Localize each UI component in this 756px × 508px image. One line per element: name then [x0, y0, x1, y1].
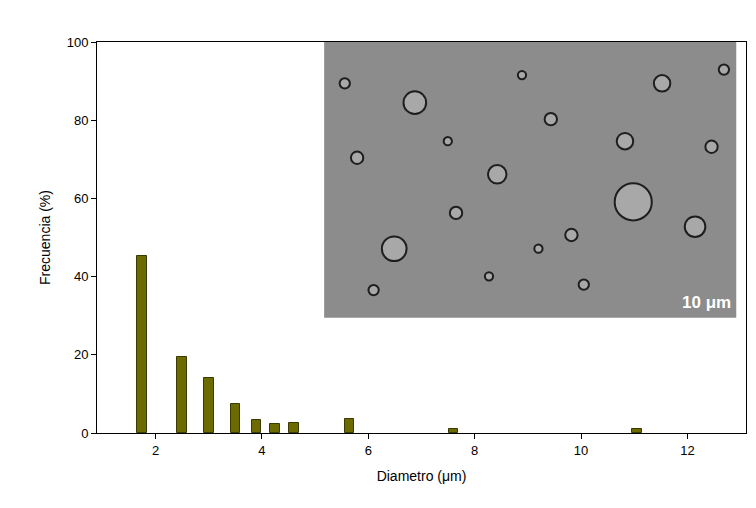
svg-text:4: 4 [258, 443, 265, 458]
svg-text:Diametro (μm): Diametro (μm) [377, 468, 467, 484]
svg-text:12: 12 [680, 443, 694, 458]
svg-text:60: 60 [74, 191, 88, 206]
svg-text:10 μm: 10 μm [682, 293, 731, 312]
svg-text:8: 8 [471, 443, 478, 458]
svg-text:10: 10 [574, 443, 588, 458]
svg-text:0: 0 [81, 426, 88, 441]
svg-text:6: 6 [365, 443, 372, 458]
svg-text:Frecuencia (%): Frecuencia (%) [37, 190, 53, 285]
svg-text:40: 40 [74, 269, 88, 284]
svg-text:20: 20 [74, 347, 88, 362]
svg-text:2: 2 [152, 443, 159, 458]
svg-text:100: 100 [67, 35, 89, 50]
svg-text:80: 80 [74, 113, 88, 128]
